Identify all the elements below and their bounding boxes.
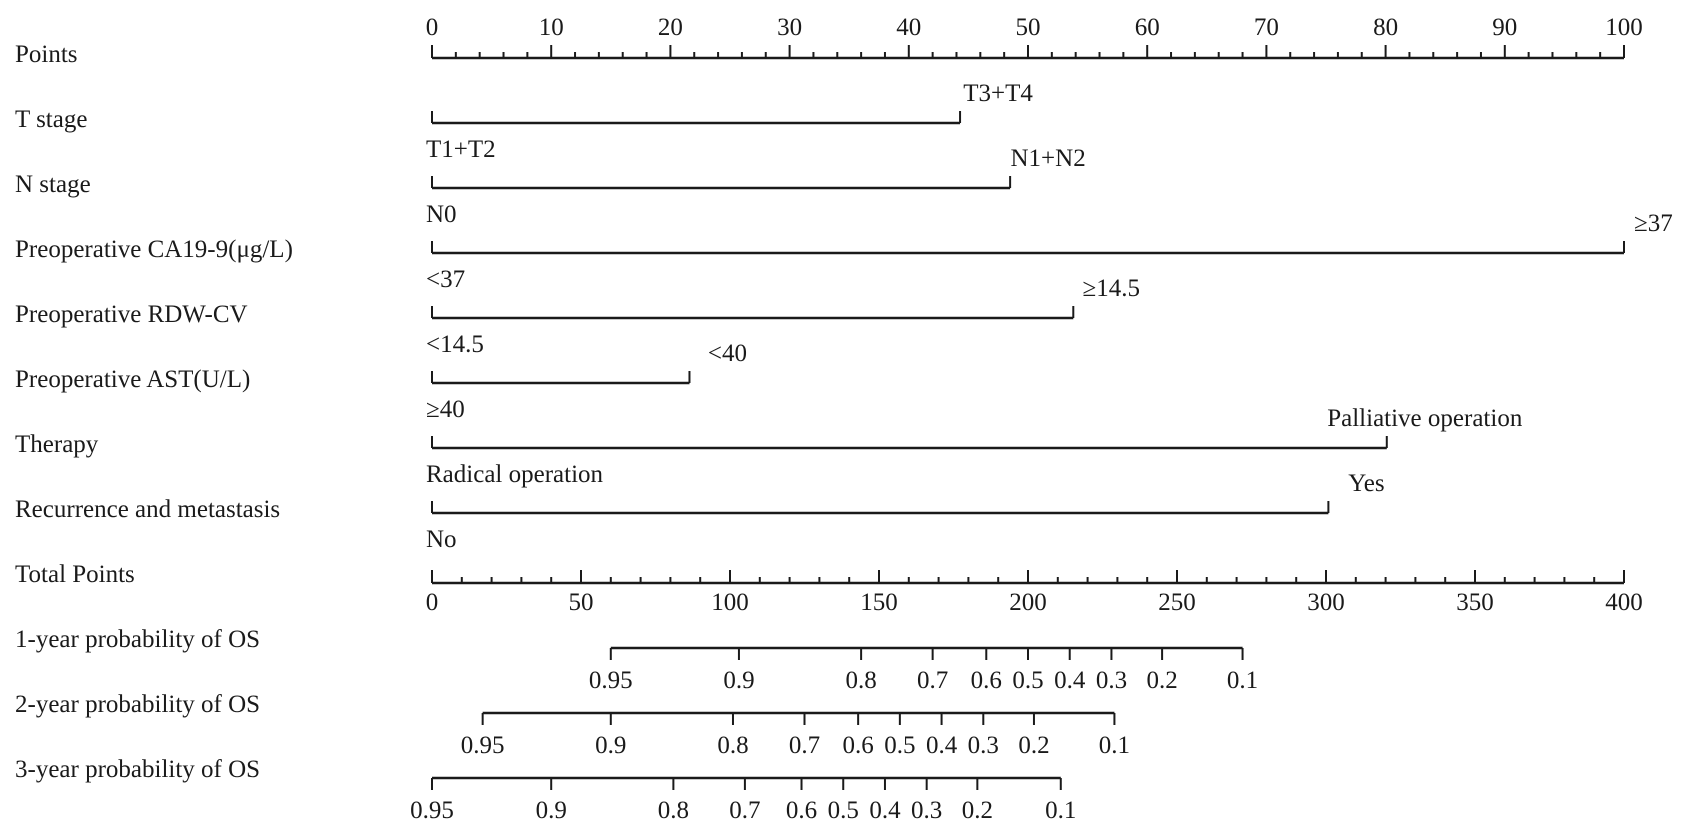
variable-label: Preoperative RDW-CV xyxy=(15,301,248,328)
variable-label: T stage xyxy=(15,106,87,133)
total-points-tick-label: 0 xyxy=(426,589,439,616)
total-points-tick-label: 250 xyxy=(1158,589,1196,616)
probability-tick-label: 0.8 xyxy=(717,732,748,759)
variable-label: Preoperative CA19-9(μg/L) xyxy=(15,236,293,263)
probability-tick-label: 0.8 xyxy=(658,797,689,824)
probability-tick-label: 0.4 xyxy=(869,797,901,824)
probability-tick-label: 0.3 xyxy=(911,797,942,824)
total-points-tick-label: 200 xyxy=(1009,589,1047,616)
probability-tick-label: 0.95 xyxy=(461,732,505,759)
variable-level-label: ≥40 xyxy=(426,396,465,423)
points-axis-tick-label: 20 xyxy=(658,14,683,41)
probability-tick-label: 0.1 xyxy=(1227,667,1258,694)
probability-tick-label: 0.2 xyxy=(962,797,993,824)
probability-tick-label: 0.7 xyxy=(729,797,760,824)
variable-label: Therapy xyxy=(15,431,99,458)
probability-tick-label: 0.9 xyxy=(595,732,626,759)
variable-level-label: N1+N2 xyxy=(1011,145,1086,172)
points-axis-tick-label: 0 xyxy=(426,14,439,41)
probability-tick-label: 0.6 xyxy=(971,667,1002,694)
variable-level-label: N0 xyxy=(426,201,457,228)
variable-label: N stage xyxy=(15,171,91,198)
points-axis-tick-label: 70 xyxy=(1254,14,1279,41)
probability-tick-label: 0.3 xyxy=(1096,667,1127,694)
total-points-tick-label: 50 xyxy=(569,589,594,616)
points-axis-tick-label: 40 xyxy=(896,14,921,41)
probability-tick-label: 0.7 xyxy=(789,732,820,759)
points-axis-tick-label: 10 xyxy=(539,14,564,41)
probability-tick-label: 0.3 xyxy=(968,732,999,759)
points-axis-tick-label: 60 xyxy=(1135,14,1160,41)
probability-tick-label: 0.8 xyxy=(845,667,876,694)
probability-axis-label: 1-year probability of OS xyxy=(15,626,260,653)
probability-tick-label: 0.9 xyxy=(723,667,754,694)
probability-tick-label: 0.5 xyxy=(1012,667,1043,694)
variable-level-label: Palliative operation xyxy=(1327,405,1523,432)
points-axis-tick-label: 50 xyxy=(1016,14,1041,41)
variable-level-label: <37 xyxy=(426,266,465,293)
probability-tick-label: 0.1 xyxy=(1099,732,1130,759)
variable-label: Preoperative AST(U/L) xyxy=(15,366,250,393)
total-points-tick-label: 400 xyxy=(1605,589,1643,616)
total-points-tick-label: 350 xyxy=(1456,589,1494,616)
variable-level-label: <40 xyxy=(708,340,747,367)
probability-tick-label: 0.5 xyxy=(828,797,859,824)
points-axis-label: Points xyxy=(15,41,78,68)
probability-tick-label: 0.4 xyxy=(1054,667,1086,694)
variable-level-label: <14.5 xyxy=(426,331,484,358)
variable-level-label: ≥37 xyxy=(1634,210,1673,237)
variable-level-label: No xyxy=(426,526,457,553)
probability-tick-label: 0.95 xyxy=(410,797,454,824)
probability-tick-label: 0.1 xyxy=(1045,797,1076,824)
variable-level-label: Yes xyxy=(1348,470,1384,497)
variable-level-label: T3+T4 xyxy=(963,80,1033,107)
total-points-tick-label: 300 xyxy=(1307,589,1345,616)
total-points-tick-label: 150 xyxy=(860,589,898,616)
points-axis-tick-label: 100 xyxy=(1605,14,1643,41)
variable-label: Recurrence and metastasis xyxy=(15,496,280,523)
probability-tick-label: 0.4 xyxy=(926,732,958,759)
total-points-axis-label: Total Points xyxy=(15,561,135,588)
probability-tick-label: 0.2 xyxy=(1146,667,1177,694)
probability-axis-label: 2-year probability of OS xyxy=(15,691,260,718)
variable-level-label: T1+T2 xyxy=(426,136,496,163)
points-axis-tick-label: 80 xyxy=(1373,14,1398,41)
total-points-tick-label: 100 xyxy=(711,589,749,616)
probability-tick-label: 0.6 xyxy=(843,732,874,759)
probability-tick-label: 0.6 xyxy=(786,797,817,824)
probability-tick-label: 0.9 xyxy=(536,797,567,824)
probability-tick-label: 0.5 xyxy=(884,732,915,759)
variable-level-label: Radical operation xyxy=(426,461,604,488)
points-axis-tick-label: 30 xyxy=(777,14,802,41)
probability-tick-label: 0.95 xyxy=(589,667,633,694)
probability-axis-label: 3-year probability of OS xyxy=(15,756,260,783)
points-axis-tick-label: 90 xyxy=(1492,14,1517,41)
probability-tick-label: 0.7 xyxy=(917,667,948,694)
probability-tick-label: 0.2 xyxy=(1018,732,1049,759)
variable-level-label: ≥14.5 xyxy=(1083,275,1140,302)
